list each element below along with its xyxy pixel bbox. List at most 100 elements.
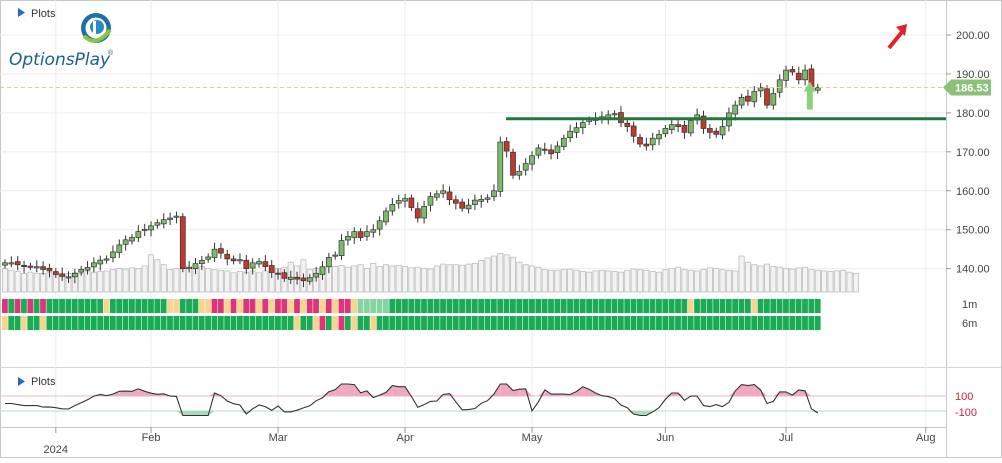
candle-body — [580, 123, 585, 128]
trend-strip-cell — [758, 316, 764, 330]
trend-strip-cell — [688, 299, 694, 313]
volume-bar — [21, 273, 26, 292]
volume-bar — [161, 265, 166, 292]
candle-body — [225, 254, 230, 259]
candle-body — [676, 125, 681, 127]
trend-strip-cell — [593, 316, 599, 330]
candle-body — [199, 260, 204, 263]
trend-strip-cell — [529, 316, 535, 330]
candle-body — [796, 73, 801, 80]
trend-strip-cell — [250, 299, 256, 313]
trend-strip-cell — [396, 299, 402, 313]
trend-strip-cell — [612, 316, 618, 330]
trend-strip-cell — [434, 316, 440, 330]
trend-strip-cell — [256, 299, 262, 313]
trend-strip-cell — [694, 316, 700, 330]
volume-bar — [733, 271, 738, 292]
trend-strip-cell — [262, 316, 268, 330]
trend-strip-cell — [269, 316, 275, 330]
trend-strip-cell — [345, 316, 351, 330]
trend-strip-cell — [808, 316, 814, 330]
candle-body — [396, 201, 401, 204]
volume-bar — [739, 256, 744, 292]
trend-strip-cell — [504, 316, 510, 330]
candle-body — [669, 125, 674, 130]
trend-strip-cell — [421, 299, 427, 313]
trend-strip-cell — [580, 316, 586, 330]
candle-body — [663, 128, 668, 133]
trend-strip-cell — [478, 316, 484, 330]
trend-strip-cell — [199, 299, 205, 313]
volume-bar — [504, 255, 509, 292]
candle-body — [358, 232, 363, 238]
volume-bar — [117, 268, 122, 292]
candle-body — [295, 277, 300, 279]
volume-bar — [758, 266, 763, 292]
volume-bar — [695, 271, 700, 292]
candle-body — [9, 263, 14, 264]
trend-strip-cell — [288, 299, 294, 313]
volume-bar — [371, 263, 376, 292]
candle-body — [161, 220, 166, 224]
candle-body — [453, 200, 458, 204]
trend-strip-cell — [669, 299, 675, 313]
trend-strip-cell — [472, 299, 478, 313]
trend-strip-cell — [358, 299, 364, 313]
last-price-tag: 186.53 — [943, 79, 991, 95]
volume-bar — [752, 265, 757, 292]
trend-strip-cell — [770, 316, 776, 330]
candle-body — [352, 232, 357, 238]
trend-strip-cell — [161, 299, 167, 313]
trend-strip-cell — [447, 316, 453, 330]
candle-body — [549, 150, 554, 154]
candle-body — [142, 229, 147, 230]
candle-body — [98, 260, 103, 264]
trend-strip-cell — [332, 316, 338, 330]
candle-body — [739, 97, 744, 105]
trend-strip-cell — [732, 316, 738, 330]
trend-strip-cell — [586, 299, 592, 313]
candle-body — [34, 267, 39, 268]
candle-body — [777, 80, 782, 92]
trend-strip-cell — [294, 316, 300, 330]
candle-body — [390, 204, 395, 211]
candle-body — [117, 245, 122, 253]
trend-strip-cell — [262, 299, 268, 313]
candle-body — [212, 249, 217, 257]
trend-strip-cell — [751, 299, 757, 313]
trend-strip-cell — [751, 316, 757, 330]
trend-strip-cell — [548, 299, 554, 313]
volume-bar — [707, 268, 712, 292]
trend-strip-cell — [427, 316, 433, 330]
volume-bar — [466, 264, 471, 292]
candle-body — [523, 164, 528, 171]
candle-body — [568, 131, 573, 137]
osc-fill-pos — [399, 387, 405, 396]
trend-strip-cell — [34, 299, 40, 313]
osc-fill-pos — [742, 385, 748, 396]
trend-strip-cell — [574, 316, 580, 330]
candle-body — [288, 277, 293, 279]
candle-body — [472, 200, 477, 204]
x-tick-label: Jun — [657, 432, 675, 444]
volume-bar — [510, 257, 515, 292]
strip-label-1m: 1m — [962, 299, 977, 311]
trend-strip-cell — [104, 316, 110, 330]
trend-strip-cell — [535, 316, 541, 330]
volume-bar — [136, 268, 141, 292]
osc-fill-pos — [519, 389, 525, 396]
candle-body — [542, 149, 547, 150]
candle-body — [498, 142, 503, 191]
trend-strip-cell — [631, 316, 637, 330]
trend-strip-cell — [510, 316, 516, 330]
trend-strip-cell — [8, 299, 14, 313]
volume-bar — [155, 260, 160, 292]
trend-strip-cell — [46, 316, 52, 330]
trend-strip-cell — [129, 316, 135, 330]
trend-strip-cell — [275, 316, 281, 330]
trend-strip-cell — [726, 316, 732, 330]
volume-bar — [263, 271, 268, 292]
volume-bar — [815, 270, 820, 292]
y-tick-label: 190.00 — [956, 69, 990, 81]
